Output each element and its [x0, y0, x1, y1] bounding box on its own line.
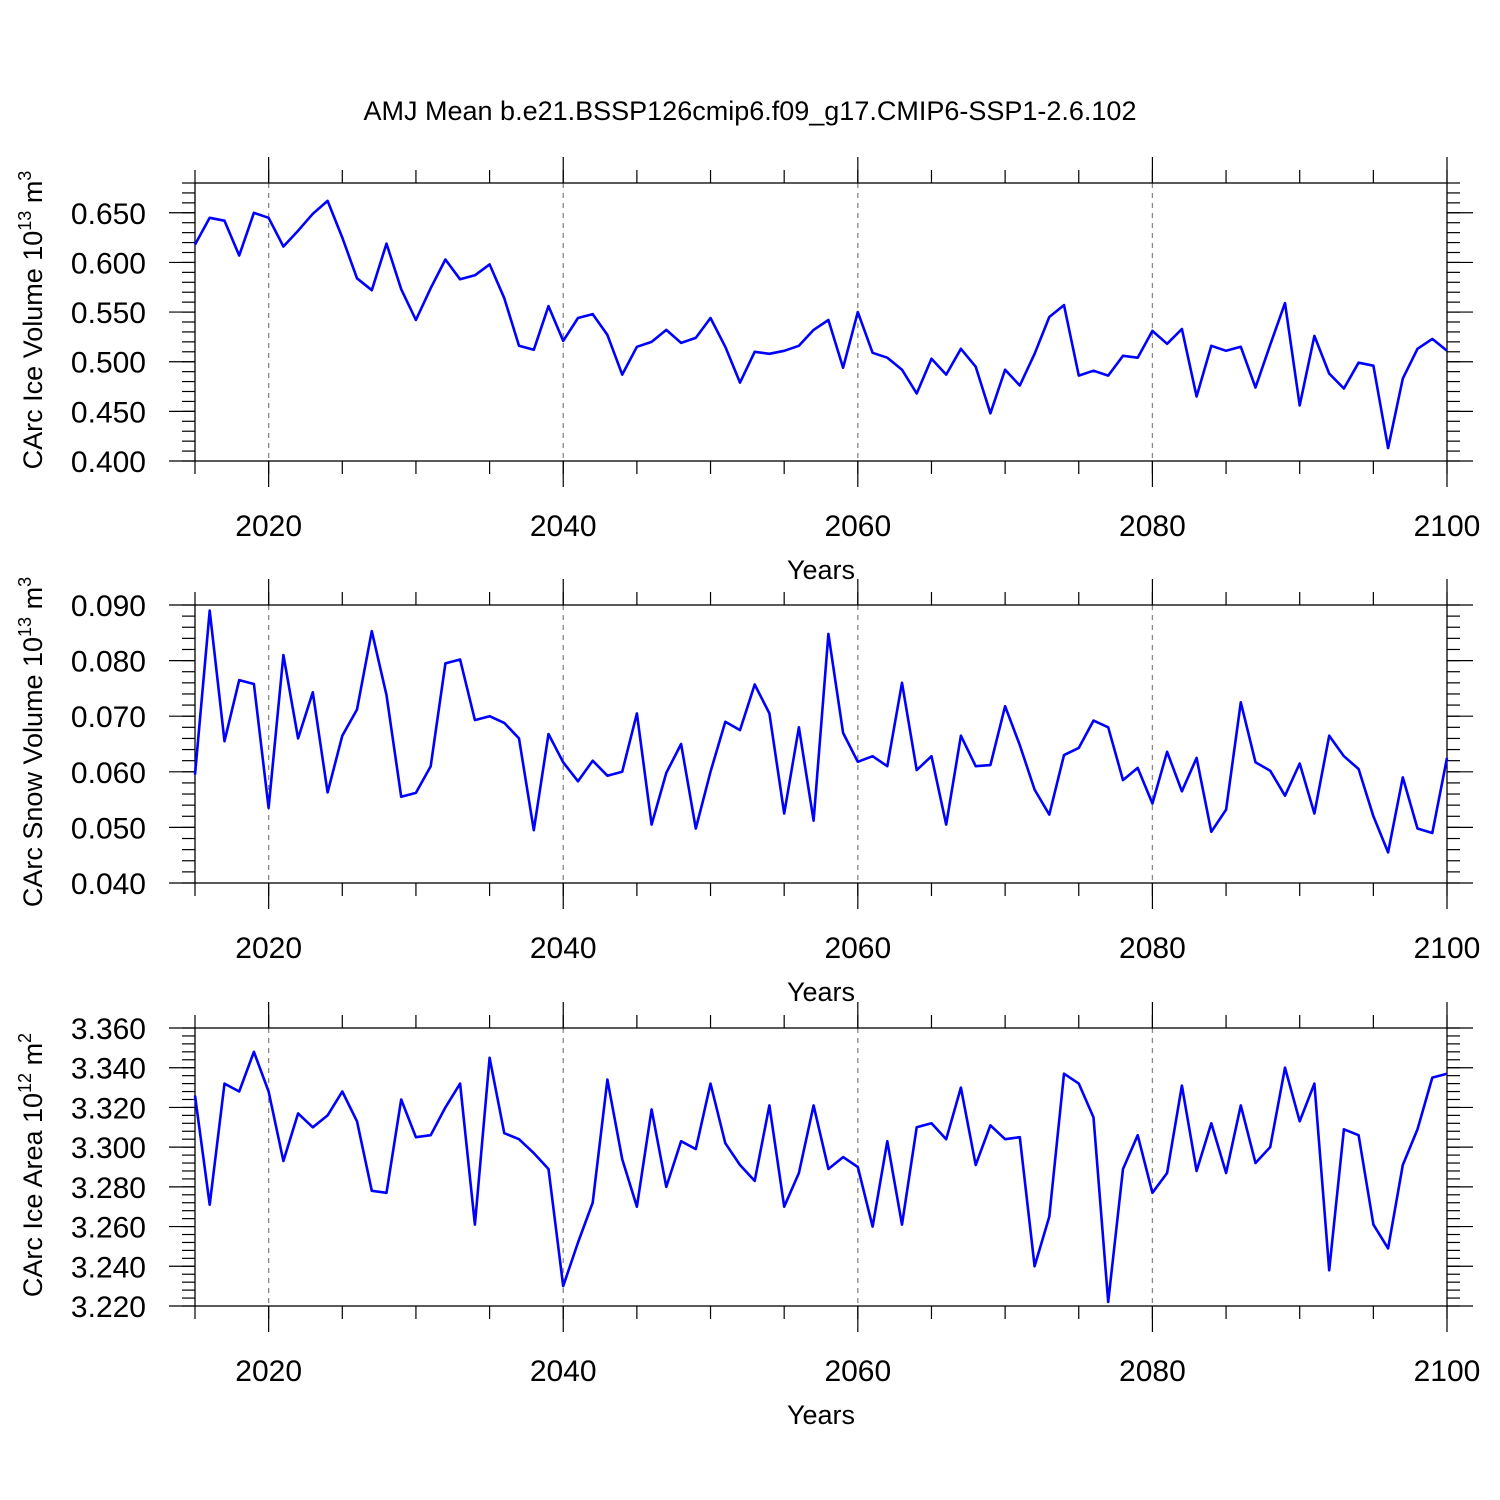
- x-tick-label: 2080: [1119, 510, 1186, 543]
- x-tick-label: 2020: [235, 1355, 302, 1388]
- x-tick-label: 2060: [824, 932, 891, 965]
- plot-frame: [194, 182, 1448, 462]
- y-tick-label: 0.650: [71, 198, 146, 231]
- y-tick-label: 0.080: [71, 646, 146, 679]
- x-tick-label: 2100: [1414, 510, 1481, 543]
- y-tick-label: 0.060: [71, 757, 146, 790]
- y-tick-label: 3.260: [71, 1212, 146, 1245]
- y-tick-label: 0.070: [71, 701, 146, 734]
- plot-frame: [194, 604, 1448, 884]
- x-tick-label: 2060: [824, 1355, 891, 1388]
- chart-title: AMJ Mean b.e21.BSSP126cmip6.f09_g17.CMIP…: [364, 96, 1137, 126]
- panel-1: 0.400 0.450 0.500 0.550 0.600 0.650 2020 2040 20…: [15, 157, 1480, 585]
- x-tick-label: 2080: [1119, 1355, 1186, 1388]
- x-tick-label: 2040: [530, 1355, 597, 1388]
- x-axis-title: Years: [787, 1400, 855, 1430]
- y-tick-label: 3.300: [71, 1132, 146, 1165]
- y-tick-label: 3.340: [71, 1053, 146, 1086]
- x-axis-title: Years: [787, 977, 855, 1007]
- panel-3: 3.220 3.240 3.260 3.280 3.300 3.320 3.340 3.360…: [15, 1002, 1480, 1430]
- y-tick-label: 3.220: [71, 1291, 146, 1324]
- x-tick-label: 2080: [1119, 932, 1186, 965]
- y-axis-title: CArc Ice Volume 1013 m3: [15, 171, 48, 470]
- x-tick-label: 2020: [235, 932, 302, 965]
- plot-frame: [194, 1027, 1448, 1307]
- y-tick-label: 0.400: [71, 446, 146, 479]
- y-tick-label: 0.450: [71, 396, 146, 429]
- y-tick-label: 0.090: [71, 590, 146, 623]
- y-tick-label: 0.600: [71, 247, 146, 280]
- series-line: [193, 609, 1449, 854]
- y-tick-label: 3.280: [71, 1172, 146, 1205]
- x-tick-label: 2100: [1414, 932, 1481, 965]
- x-tick-label: 2040: [530, 932, 597, 965]
- y-tick-label: 3.320: [71, 1092, 146, 1125]
- y-tick-label: 3.360: [71, 1013, 146, 1046]
- series-line: [193, 1050, 1448, 1304]
- series-line: [193, 199, 1448, 450]
- x-tick-label: 2060: [824, 510, 891, 543]
- y-tick-label: 3.240: [71, 1251, 146, 1284]
- y-tick-label: 0.050: [71, 812, 146, 845]
- x-tick-label: 2100: [1414, 1355, 1481, 1388]
- x-tick-label: 2040: [530, 510, 597, 543]
- y-axis-title: CArc Snow Volume 1013 m3: [15, 577, 48, 907]
- y-tick-label: 0.500: [71, 347, 146, 380]
- y-axis-title: CArc Ice Area 1012 m2: [15, 1033, 48, 1297]
- x-axis-title: Years: [787, 555, 855, 585]
- x-tick-label: 2020: [235, 510, 302, 543]
- y-tick-label: 0.550: [71, 297, 146, 330]
- panel-2: 0.040 0.050 0.060 0.070 0.080 0.090 2020 2040 20…: [15, 577, 1480, 1007]
- y-tick-label: 0.040: [71, 868, 146, 901]
- chart-panels: 0.400 0.450 0.500 0.550 0.600 0.650 2020 2040 20…: [15, 157, 1480, 1430]
